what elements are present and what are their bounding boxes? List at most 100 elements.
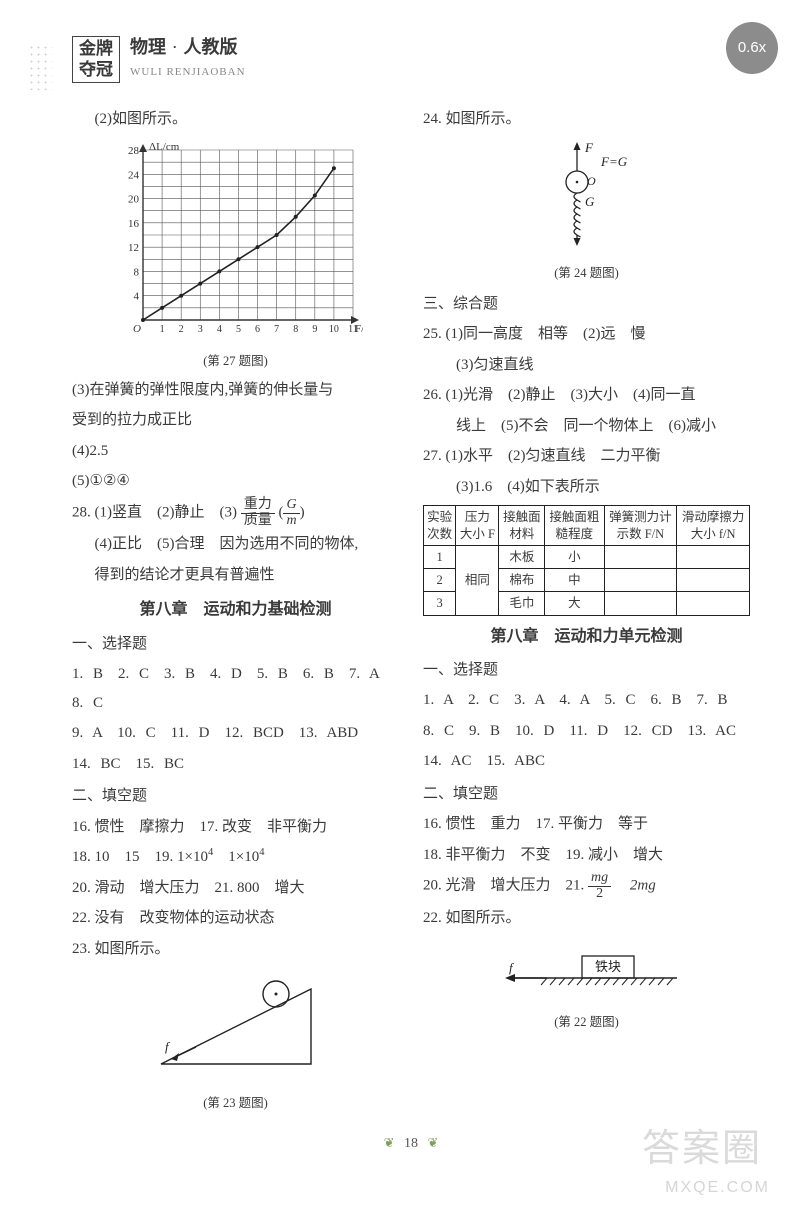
svg-text:10: 10 bbox=[328, 324, 338, 335]
q28f: 得到的结论才更具有普遍性 bbox=[72, 561, 399, 590]
page-number: 18 bbox=[404, 1136, 418, 1151]
leaf-icon: ❦ bbox=[384, 1135, 395, 1150]
right-fb22: 22. 如图所示。 bbox=[423, 904, 750, 933]
q28d: ) bbox=[300, 504, 305, 520]
fb20b: 2mg bbox=[615, 878, 656, 894]
frac21-n: mg bbox=[588, 871, 611, 887]
left-fb20: 20. 滑动 增大压力 21. 800 增大 bbox=[72, 874, 399, 903]
svg-text:7: 7 bbox=[274, 324, 279, 335]
left-mc3: 14. BC 15. BC bbox=[72, 750, 399, 779]
fig24-svg: FGOF=G bbox=[527, 140, 647, 250]
title-pinyin: WULI RENJIAOBAN bbox=[130, 62, 246, 83]
a27b: (3)1.6 (4)如下表所示 bbox=[423, 473, 750, 502]
title-main: 物理 bbox=[130, 37, 166, 57]
left-mc2: 9. A 10. C 11. D 12. BCD 13. ABD bbox=[72, 719, 399, 748]
svg-text:F/N: F/N bbox=[355, 323, 363, 335]
svg-text:12: 12 bbox=[128, 242, 139, 254]
a25a: 25. (1)同一高度 相等 (2)远 慢 bbox=[423, 320, 750, 349]
frac28-1-d: 质量 bbox=[241, 514, 275, 529]
fig22-svg: 铁块 f bbox=[487, 938, 687, 998]
a26b: 线上 (5)不会 同一个物体上 (6)减小 bbox=[423, 412, 750, 441]
sec8a-title: 第八章 运动和力基础检测 bbox=[72, 595, 399, 625]
fig23-svg: f bbox=[141, 969, 331, 1079]
svg-text:24: 24 bbox=[128, 169, 140, 181]
svg-text:G: G bbox=[585, 194, 595, 209]
fig23-caption: (第 23 题图) bbox=[72, 1092, 399, 1116]
right-fb20: 20. 光滑 增大压力 21. mg 2 2mg bbox=[423, 871, 750, 901]
svg-text:4: 4 bbox=[216, 324, 221, 335]
q24: 24. 如图所示。 bbox=[423, 105, 750, 134]
zoom-badge: 0.6x bbox=[726, 22, 778, 74]
a25b: (3)匀速直线 bbox=[423, 351, 750, 380]
right-mc1: 1. A 2. C 3. A 4. A 5. C 6. B 7. B bbox=[423, 686, 750, 715]
h3: 接触面材料 bbox=[499, 506, 545, 546]
columns: (2)如图所示。 4812162024281234567891011ΔL/cmF… bbox=[72, 103, 750, 1117]
svg-text:5: 5 bbox=[235, 324, 240, 335]
q27-3a: (3)在弹簧的弹性限度内,弹簧的伸长量与 bbox=[72, 376, 399, 405]
fb20a: 20. 光滑 增大压力 21. bbox=[423, 878, 588, 894]
a26a: 26. (1)光滑 (2)静止 (3)大小 (4)同一直 bbox=[423, 381, 750, 410]
sec8b-title: 第八章 运动和力单元检测 bbox=[423, 622, 750, 652]
fig27: 4812162024281234567891011ΔL/cmF/NO (第 27… bbox=[72, 140, 399, 374]
title-sep: · bbox=[172, 37, 178, 57]
left-fb-head: 二、填空题 bbox=[72, 782, 399, 811]
svg-text:4: 4 bbox=[133, 290, 139, 302]
svg-text:f: f bbox=[509, 960, 515, 975]
page: 金牌 夺冠 物理 · 人教版 WULI RENJIAOBAN (2)如图所示。 … bbox=[0, 0, 800, 1198]
left-fb18: 18. 10 15 19. 1×104 1×104 bbox=[72, 843, 399, 872]
svg-text:9: 9 bbox=[312, 324, 317, 335]
right-mc3: 14. AC 15. ABC bbox=[423, 747, 750, 776]
q27-3b: 受到的拉力成正比 bbox=[72, 406, 399, 435]
svg-text:6: 6 bbox=[255, 324, 260, 335]
logo-box: 金牌 夺冠 bbox=[72, 36, 120, 83]
fig27-caption: (第 27 题图) bbox=[72, 350, 399, 374]
right-fb-head: 二、填空题 bbox=[423, 780, 750, 809]
fig24: FGOF=G (第 24 题图) bbox=[423, 140, 750, 286]
logo-top: 金牌 bbox=[79, 39, 113, 59]
frac28-2-d: m bbox=[283, 514, 299, 529]
chart27-svg: 4812162024281234567891011ΔL/cmF/NO bbox=[109, 140, 363, 338]
title-edition: 人教版 bbox=[184, 37, 238, 57]
frac28-2-n: G bbox=[283, 498, 299, 514]
a27a: 27. (1)水平 (2)匀速直线 二力平衡 bbox=[423, 442, 750, 471]
svg-text:ΔL/cm: ΔL/cm bbox=[149, 141, 180, 153]
svg-text:f: f bbox=[165, 1039, 171, 1054]
left-mc1: 1. B 2. C 3. B 4. D 5. B 6. B 7. A 8. C bbox=[72, 660, 399, 717]
right-mc2: 8. C 9. B 10. D 11. D 12. CD 13. AC bbox=[423, 717, 750, 746]
sect3-head: 三、综合题 bbox=[423, 290, 750, 319]
q28a: 28. (1)竖直 (2)静止 (3) bbox=[72, 504, 237, 520]
watermark-small: MXQE.COM bbox=[665, 1173, 770, 1203]
page-header: 金牌 夺冠 物理 · 人教版 WULI RENJIAOBAN bbox=[72, 30, 750, 83]
q28e: (4)正比 (5)合理 因为选用不同的物体, bbox=[72, 530, 399, 559]
svg-text:F: F bbox=[584, 140, 594, 155]
left-fb16: 16. 惯性 摩擦力 17. 改变 非平衡力 bbox=[72, 813, 399, 842]
fig22-caption: (第 22 题图) bbox=[423, 1011, 750, 1035]
fig23: f (第 23 题图) bbox=[72, 969, 399, 1115]
fig24-caption: (第 24 题图) bbox=[423, 262, 750, 286]
left-column: (2)如图所示。 4812162024281234567891011ΔL/cmF… bbox=[72, 103, 399, 1117]
frac28-1-n: 重力 bbox=[241, 498, 275, 514]
h2: 压力大小 F bbox=[456, 506, 499, 546]
h1: 实验次数 bbox=[424, 506, 456, 546]
left-fb22: 22. 没有 改变物体的运动状态 bbox=[72, 904, 399, 933]
q27-4: (4)2.5 bbox=[72, 437, 399, 466]
leaf-icon: ❦ bbox=[428, 1135, 439, 1150]
side-dots bbox=[28, 44, 52, 90]
svg-text:20: 20 bbox=[128, 193, 140, 205]
table-row: 1 相同 木板 小 bbox=[424, 545, 750, 568]
left-mc-head: 一、选择题 bbox=[72, 630, 399, 659]
right-fb18: 18. 非平衡力 不变 19. 减小 增大 bbox=[423, 841, 750, 870]
q28: 28. (1)竖直 (2)静止 (3) 重力 质量 ( G m ) bbox=[72, 498, 399, 528]
svg-text:3: 3 bbox=[197, 324, 202, 335]
h5: 弹簧测力计示数 F/N bbox=[604, 506, 677, 546]
frac28-2: G m bbox=[283, 498, 299, 528]
title-block: 物理 · 人教版 WULI RENJIAOBAN bbox=[130, 30, 246, 83]
svg-text:16: 16 bbox=[128, 217, 140, 229]
right-fb16: 16. 惯性 重力 17. 平衡力 等于 bbox=[423, 810, 750, 839]
table-row: 实验次数 压力大小 F 接触面材料 接触面粗糙程度 弹簧测力计示数 F/N 滑动… bbox=[424, 506, 750, 546]
frac21-d: 2 bbox=[588, 887, 611, 902]
right-mc-head: 一、选择题 bbox=[423, 656, 750, 685]
svg-text:铁块: 铁块 bbox=[594, 959, 620, 974]
svg-text:1: 1 bbox=[159, 324, 164, 335]
svg-text:28: 28 bbox=[128, 145, 140, 157]
